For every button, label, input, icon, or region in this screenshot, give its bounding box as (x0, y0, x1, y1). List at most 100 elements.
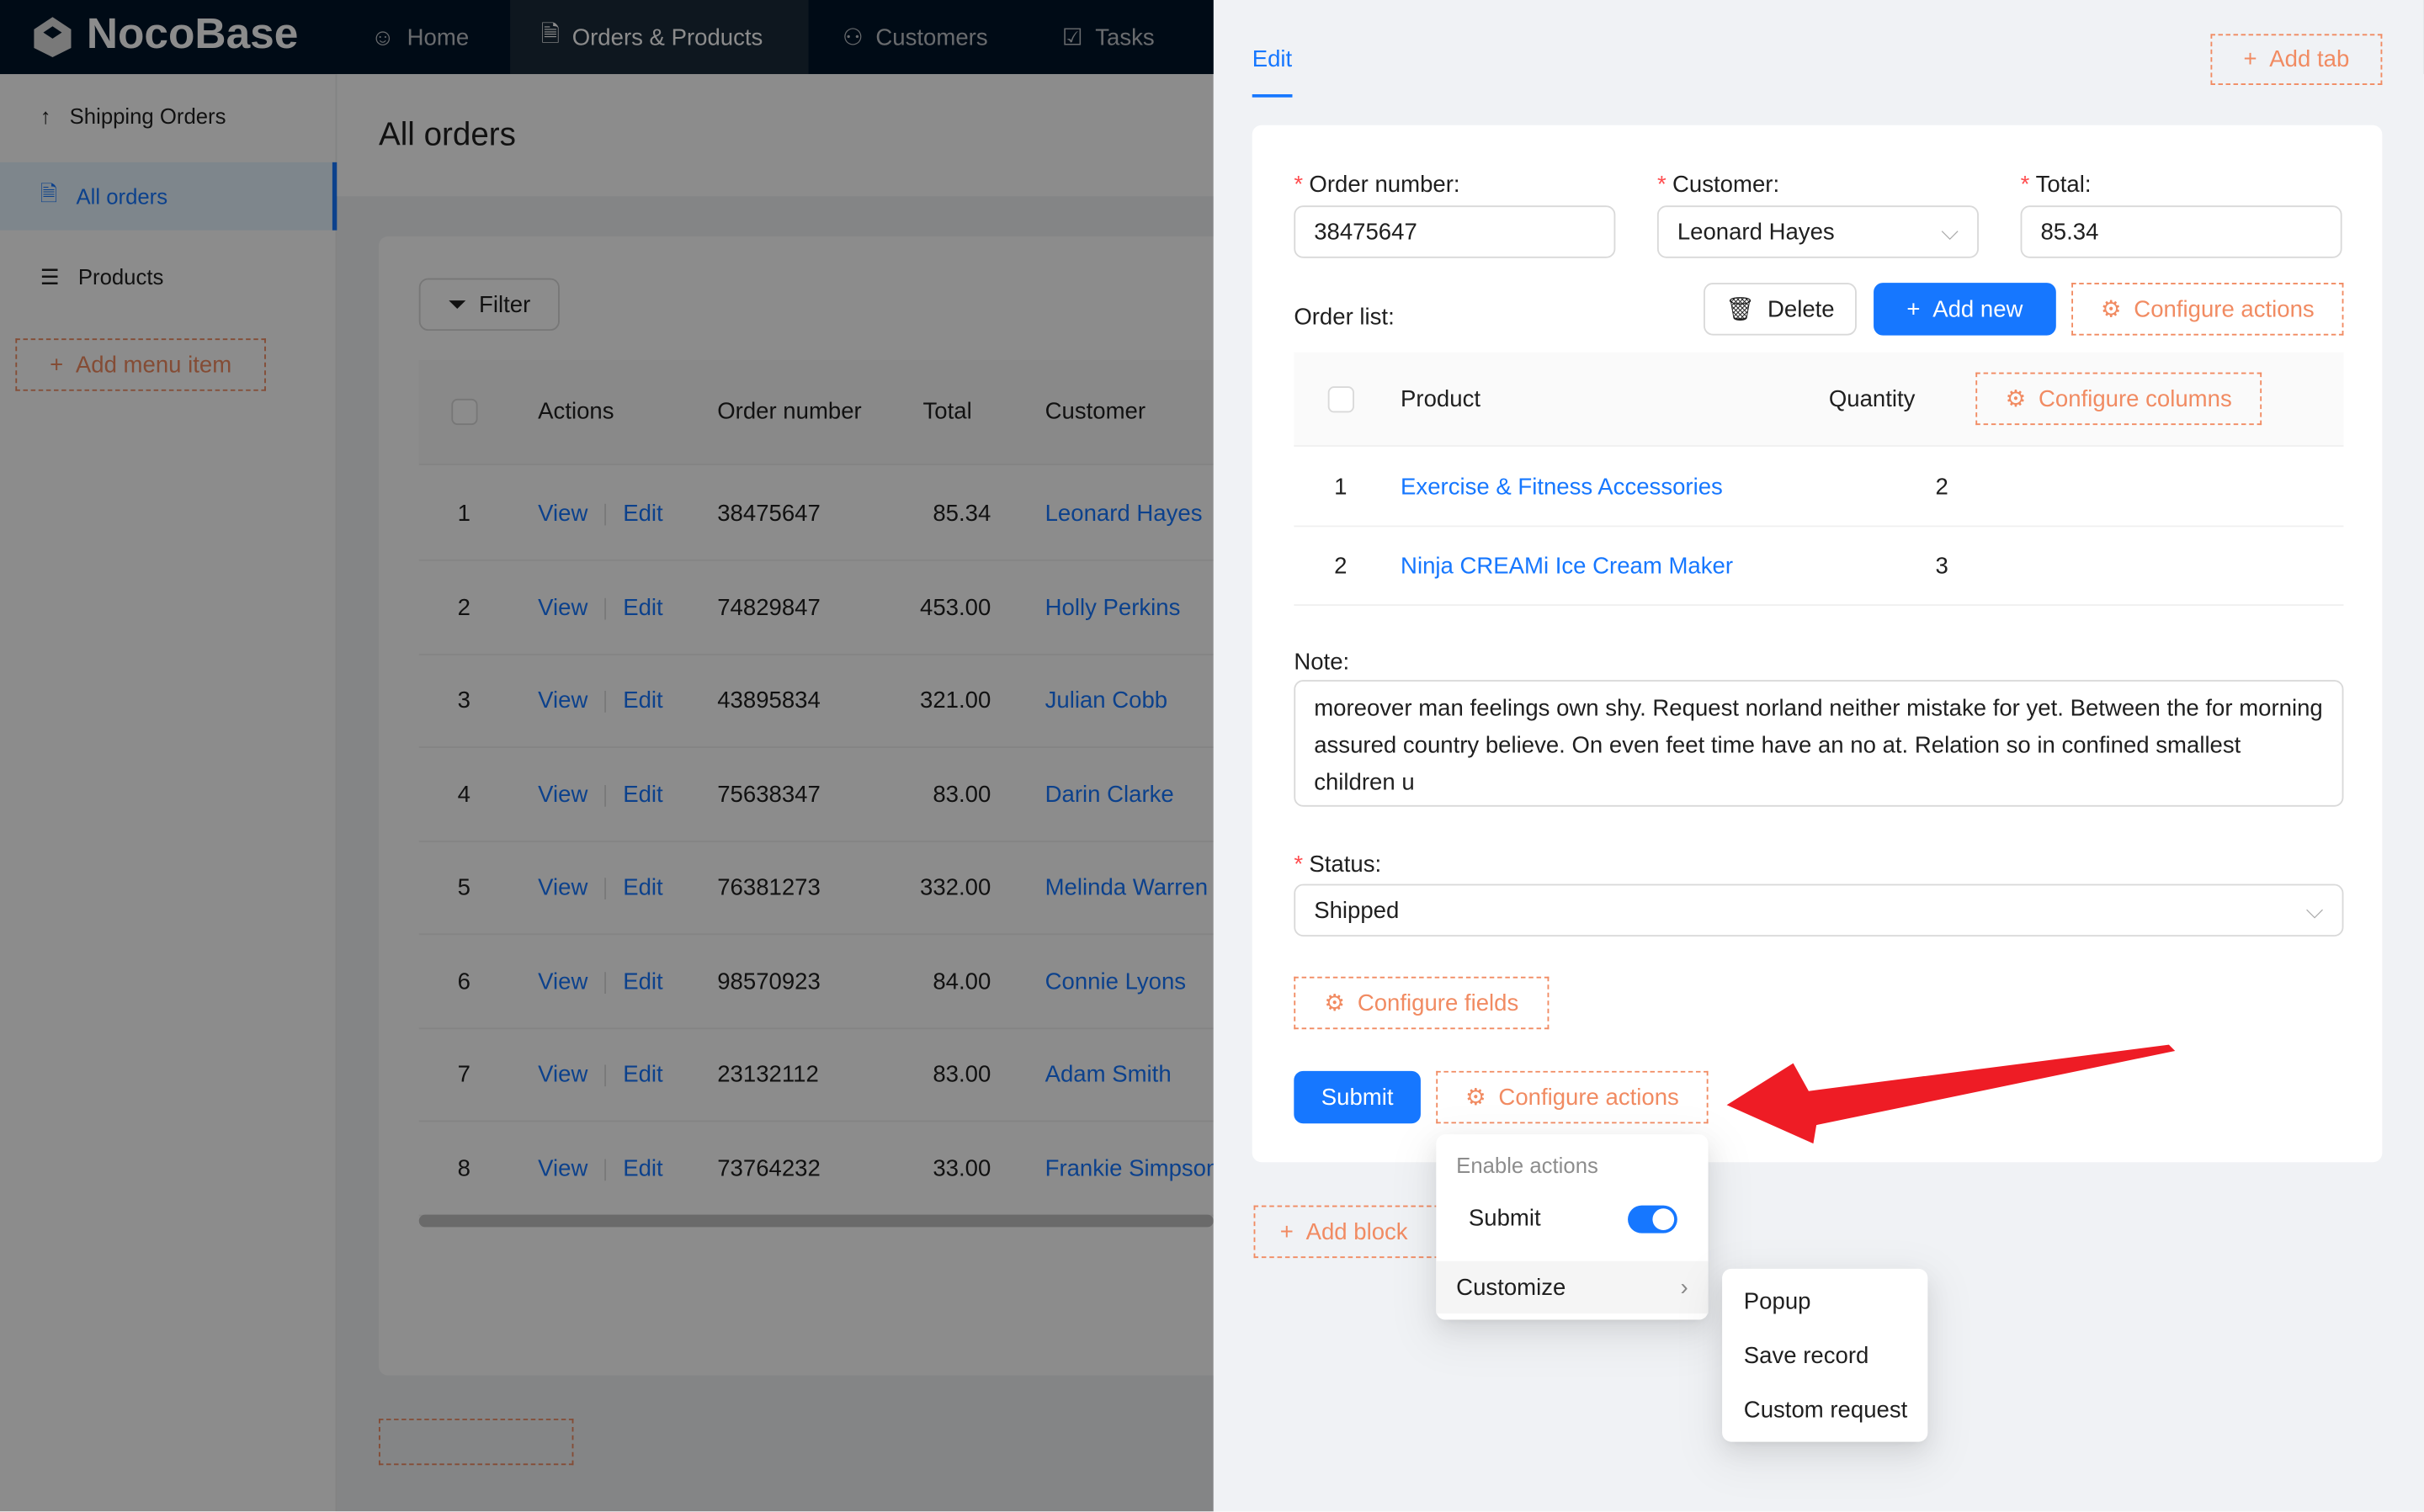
menu-item-submit[interactable]: Submit (1468, 1205, 1541, 1232)
nav-tasks[interactable]: ☑ Tasks (1061, 24, 1155, 51)
gear-icon: ⚙ (2005, 386, 2027, 413)
customer-link[interactable]: Connie Lyons (1045, 968, 1187, 995)
order-number-cell: 75638347 (717, 781, 821, 808)
tab-edit[interactable]: Edit (1252, 46, 1293, 73)
customer-link[interactable]: Julian Cobb (1045, 687, 1168, 714)
add-menu-item-button[interactable]: + Add menu item (15, 338, 266, 391)
horizontal-scrollbar[interactable] (418, 1214, 1214, 1228)
order-number-input[interactable]: 38475647 (1294, 205, 1616, 258)
add-block-button-bg[interactable] (378, 1419, 574, 1466)
row-index: 4 (457, 781, 470, 808)
customer-link[interactable]: Darin Clarke (1045, 781, 1174, 808)
view-link[interactable]: View (538, 1154, 588, 1182)
configure-fields-button[interactable]: ⚙ Configure fields (1294, 976, 1550, 1030)
nav-orders-products[interactable]: 🗎 Orders & Products (510, 0, 809, 75)
total-cell: 33.00 (933, 1154, 991, 1182)
configure-actions-button[interactable]: ⚙ Configure actions (1436, 1070, 1709, 1124)
edit-link[interactable]: Edit (623, 1154, 663, 1182)
row-divider (418, 933, 1214, 936)
total-cell: 84.00 (933, 968, 991, 995)
view-link[interactable]: View (538, 1061, 588, 1089)
order-number-cell: 23132112 (717, 1061, 819, 1089)
drawer-mask[interactable] (0, 0, 1214, 1512)
menu-item-customize[interactable] (1436, 1260, 1709, 1314)
submit-button[interactable]: Submit (1294, 1070, 1421, 1124)
product-link[interactable]: Ninja CREAMi Ice Cream Maker (1401, 553, 1734, 580)
product-link[interactable]: Exercise & Fitness Accessories (1401, 474, 1723, 501)
view-link[interactable]: View (538, 874, 588, 901)
customer-link[interactable]: Adam Smith (1045, 1061, 1172, 1089)
total-cell: 83.00 (933, 1061, 991, 1089)
sidebar-item-shipping-orders[interactable]: ↑ Shipping Orders (40, 103, 226, 129)
checkbox-icon: ☑ (1061, 24, 1083, 51)
filter-button[interactable]: ⏷ Filter (418, 278, 560, 332)
view-link[interactable]: View (538, 687, 588, 714)
file-check-icon: 🗎 (40, 180, 58, 206)
configure-actions-subtable-button[interactable]: ⚙ Configure actions (2071, 283, 2344, 336)
row-index: 7 (457, 1061, 470, 1089)
users-icon: ⚇ (843, 24, 864, 51)
submenu-item-popup[interactable]: Popup (1743, 1288, 1811, 1316)
order-number-cell: 73764232 (717, 1154, 821, 1182)
chevron-down-icon: ⌵ (1941, 218, 1959, 246)
row-divider (418, 746, 1214, 748)
configure-columns-button[interactable]: ⚙ Configure columns (1975, 372, 2262, 426)
status-select[interactable]: Shipped ⌵ (1294, 883, 2344, 937)
total-label: * Total: (2020, 171, 2092, 199)
total-cell: 85.34 (933, 501, 991, 528)
note-label: Note: (1294, 649, 1350, 676)
sidebar-item-products[interactable]: ☰ Products (40, 263, 164, 289)
column-header-quantity[interactable]: Quantity (1828, 386, 1916, 413)
smile-icon: ☺ (370, 24, 395, 50)
row-index: 3 (457, 687, 470, 714)
subtable-select-all-checkbox[interactable] (1327, 386, 1354, 413)
note-textarea[interactable]: moreover man feelings own shy. Request n… (1294, 680, 2344, 807)
edit-link[interactable]: Edit (623, 501, 663, 528)
add-tab-button[interactable]: + Add tab (2210, 34, 2383, 86)
edit-link[interactable]: Edit (623, 781, 663, 808)
view-link[interactable]: View (538, 781, 588, 808)
edit-link[interactable]: Edit (623, 874, 663, 901)
tab-ink-bar (1252, 94, 1293, 98)
sidebar-item-all-orders[interactable]: 🗎 All orders (0, 162, 338, 231)
view-link[interactable]: View (538, 968, 588, 995)
row-divider (418, 1027, 1214, 1029)
row-index: 1 (457, 501, 470, 528)
quantity-cell: 2 (1935, 474, 1948, 501)
submit-toggle[interactable] (1628, 1205, 1677, 1233)
column-header-customer[interactable]: Customer (1045, 398, 1146, 426)
action-divider (604, 503, 606, 526)
column-header-actions[interactable]: Actions (538, 398, 614, 426)
column-header-total[interactable]: Total (922, 398, 972, 426)
red-arrow-annotation (1726, 1044, 2176, 1144)
view-link[interactable]: View (538, 594, 588, 621)
customer-link[interactable]: Frankie Simpson (1045, 1154, 1220, 1182)
submenu-item-custom-request[interactable]: Custom request (1743, 1397, 1908, 1424)
menu-item-customize-label: Customize (1456, 1275, 1566, 1302)
edit-link[interactable]: Edit (623, 968, 663, 995)
nav-customers[interactable]: ⚇ Customers (843, 24, 988, 51)
total-input[interactable]: 85.34 (2020, 205, 2342, 258)
customer-link[interactable]: Leonard Hayes (1045, 501, 1203, 528)
column-header-order-number[interactable]: Order number (717, 398, 862, 426)
row-index: 8 (457, 1154, 470, 1182)
column-header-product[interactable]: Product (1401, 386, 1481, 413)
select-all-checkbox[interactable] (451, 398, 478, 426)
edit-link[interactable]: Edit (623, 594, 663, 621)
status-label: * Status: (1294, 851, 1382, 878)
action-divider (604, 1158, 606, 1180)
plus-icon: + (1906, 295, 1921, 322)
customer-select[interactable]: Leonard Hayes ⌵ (1656, 205, 1979, 258)
logo[interactable]: NocoBase (28, 9, 298, 59)
trash-icon: 🗑 (1725, 296, 1756, 323)
customer-link[interactable]: Melinda Warren (1045, 874, 1209, 901)
nav-home[interactable]: ☺ Home (370, 24, 470, 50)
add-block-button[interactable]: + Add block (1253, 1205, 1439, 1259)
edit-link[interactable]: Edit (623, 1061, 663, 1089)
customer-link[interactable]: Holly Perkins (1045, 594, 1181, 621)
add-new-button[interactable]: + Add new (1874, 283, 2056, 336)
edit-link[interactable]: Edit (623, 687, 663, 714)
view-link[interactable]: View (538, 501, 588, 528)
submenu-item-save-record[interactable]: Save record (1743, 1343, 1869, 1370)
delete-button[interactable]: 🗑 Delete (1704, 283, 1857, 336)
